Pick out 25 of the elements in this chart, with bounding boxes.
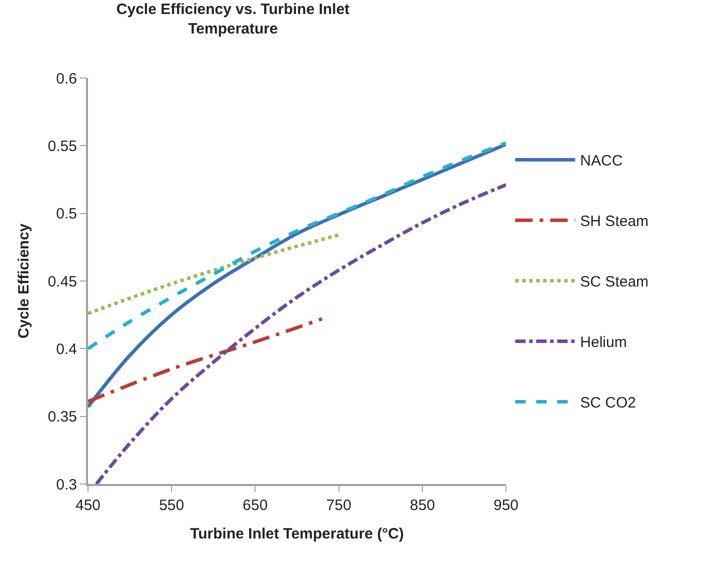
x-tick-label: 650 <box>242 497 268 514</box>
line-series <box>94 183 506 484</box>
x-axis-title: Turbine Inlet Temperature (°C) <box>190 526 404 542</box>
legend-label: Helium <box>580 334 627 352</box>
line-series <box>88 141 506 350</box>
legend-label: SH Steam <box>580 213 649 230</box>
y-axis-title: Cycle Efficiency <box>16 222 33 339</box>
x-tick-label: 850 <box>410 497 435 514</box>
chart-title: Cycle Efficiency vs. Turbine Inlet Temperature <box>116 1 350 38</box>
line-series <box>88 317 324 404</box>
x-tick-label: 450 <box>75 497 101 514</box>
y-tick-label: 0.6 <box>56 70 77 88</box>
legend-label: SC CO2 <box>580 394 636 412</box>
y-tick-label: 0.5 <box>56 206 77 223</box>
x-tick-label: 750 <box>326 497 352 514</box>
legend-label: NACC <box>580 152 623 170</box>
y-tick-label: 0.35 <box>48 408 77 426</box>
x-tick-label: 550 <box>159 497 184 514</box>
y-tick-label: 0.55 <box>48 138 77 155</box>
line-series <box>88 233 341 316</box>
x-tick-label: 950 <box>493 497 519 514</box>
y-tick-label: 0.45 <box>48 273 77 290</box>
y-tick-label: 0.4 <box>56 340 77 358</box>
y-tick-label: 0.3 <box>56 476 77 494</box>
legend-label: SC Steam <box>580 274 649 291</box>
